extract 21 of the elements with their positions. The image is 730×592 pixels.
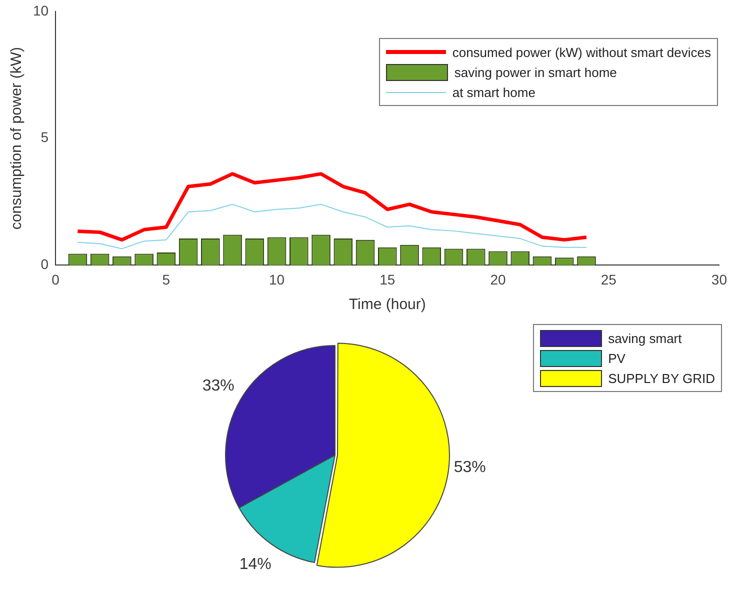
x-tick-label: 5	[162, 271, 170, 288]
x-tick-label: 30	[711, 271, 728, 288]
x-axis-title: Time (hour)	[348, 296, 426, 314]
x-tick-label: 15	[380, 271, 396, 288]
legend-label: at smart home	[452, 84, 536, 100]
y-axis-title: consumption of power (kW)	[8, 47, 26, 230]
y-tick-label: 10	[32, 2, 49, 18]
x-tick-label: 10	[268, 271, 285, 288]
data-label: 53%	[454, 459, 486, 476]
legend-label: consumed power (kW) without smart devices	[452, 44, 711, 60]
y-tick-label: 0	[40, 256, 49, 272]
x-tick-label: 0	[52, 271, 60, 288]
legend-label: saving power in smart home	[454, 64, 617, 80]
x-tick-label: 20	[490, 271, 506, 288]
x-tick-label: 25	[600, 271, 617, 288]
legend-label: saving smart	[608, 330, 682, 346]
legend-label: PV	[608, 350, 626, 366]
legend-label: SUPPLY BY GRID	[608, 370, 715, 386]
data-label: 33%	[202, 377, 234, 394]
data-label: 14%	[239, 556, 272, 574]
y-tick-label: 5	[40, 129, 49, 146]
